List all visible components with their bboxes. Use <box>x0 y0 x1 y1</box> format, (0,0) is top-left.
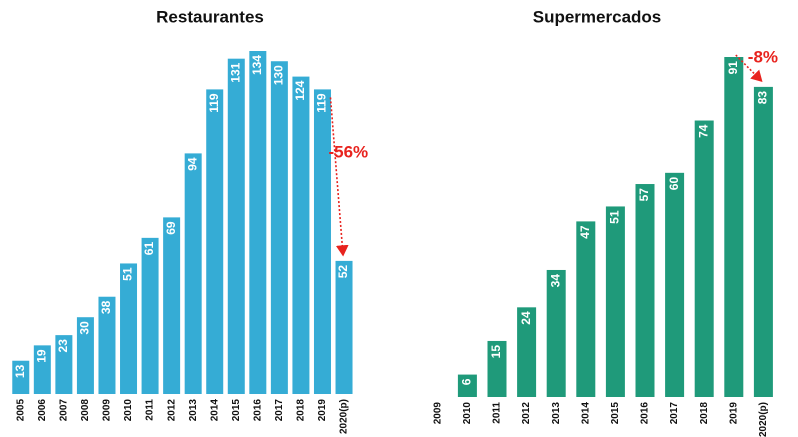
bar <box>249 51 267 394</box>
value-label: 51 <box>608 210 622 224</box>
value-label: 131 <box>228 62 242 82</box>
bar <box>227 58 245 394</box>
value-label: 15 <box>489 345 503 359</box>
value-label: 69 <box>164 221 178 235</box>
bar <box>457 374 477 397</box>
bar <box>163 217 181 394</box>
x-tick-label: 2019 <box>728 402 739 425</box>
value-label: 24 <box>519 311 533 325</box>
bar <box>184 153 202 394</box>
x-tick-label: 2010 <box>123 399 134 422</box>
bar <box>270 61 288 395</box>
value-label: 52 <box>336 265 350 279</box>
value-label: 30 <box>78 321 92 335</box>
x-tick-label: 2020(p) <box>758 402 769 437</box>
x-tick-label: 2016 <box>252 399 263 422</box>
bar <box>605 206 625 397</box>
x-tick-label: 2009 <box>102 399 113 422</box>
bar <box>576 221 596 397</box>
annotation: -56% <box>328 143 368 162</box>
annotation-arrow <box>329 97 349 257</box>
bar <box>517 307 537 397</box>
value-label: 34 <box>548 274 562 288</box>
bar <box>120 263 138 394</box>
bar <box>313 89 331 395</box>
value-label: 94 <box>185 157 199 171</box>
bar <box>206 89 224 395</box>
value-label: 83 <box>756 91 770 105</box>
value-label: 38 <box>99 300 113 314</box>
bar <box>546 269 566 397</box>
x-tick-label: 2012 <box>521 402 532 425</box>
value-label: 6 <box>460 378 474 385</box>
value-label: 23 <box>56 339 70 353</box>
x-tick-label: 2014 <box>209 399 220 422</box>
value-label: 60 <box>667 177 681 191</box>
bar <box>98 296 116 394</box>
x-tick-label: 2017 <box>274 399 285 422</box>
bar <box>12 360 30 394</box>
x-tick-label: 2019 <box>317 399 328 422</box>
bar <box>292 76 310 394</box>
bar <box>76 317 94 394</box>
x-tick-label: 2012 <box>166 399 177 422</box>
x-tick-label: 2015 <box>610 402 621 425</box>
value-label: 47 <box>578 225 592 239</box>
bar <box>335 260 353 394</box>
x-tick-label: 2017 <box>669 402 680 425</box>
x-tick-label: 2008 <box>80 399 91 422</box>
x-tick-label: 2018 <box>699 402 710 425</box>
value-label: 51 <box>121 267 135 281</box>
bar <box>33 345 51 394</box>
bar <box>487 340 507 397</box>
x-tick-label: 2006 <box>37 399 48 422</box>
value-label: 119 <box>315 93 329 113</box>
bar <box>694 120 714 398</box>
value-label: 74 <box>696 124 710 138</box>
chart-title: Restaurantes <box>156 7 264 26</box>
bar <box>753 86 773 397</box>
x-tick-label: 2020(p) <box>339 399 350 434</box>
x-tick-label: 2015 <box>231 399 242 422</box>
x-tick-label: 2011 <box>492 402 503 424</box>
x-tick-label: 2013 <box>551 402 562 425</box>
x-tick-label: 2016 <box>640 402 651 425</box>
value-label: 19 <box>34 349 48 363</box>
bar <box>141 237 159 394</box>
annotation: -8% <box>748 47 778 66</box>
x-tick-label: 2009 <box>432 402 443 425</box>
value-label: 119 <box>207 93 221 113</box>
value-label: 91 <box>726 61 740 75</box>
x-tick-label: 2007 <box>59 399 70 422</box>
value-label: 57 <box>637 188 651 202</box>
x-tick-label: 2010 <box>462 402 473 425</box>
bar <box>635 184 655 397</box>
value-label: 134 <box>250 55 264 75</box>
value-label: 124 <box>293 80 307 100</box>
x-tick-label: 2014 <box>580 402 591 425</box>
value-label: 13 <box>13 364 27 378</box>
bar <box>724 57 744 397</box>
x-tick-label: 2011 <box>145 399 156 421</box>
value-label: 130 <box>272 65 286 85</box>
chart-title: Supermercados <box>533 7 662 26</box>
x-tick-label: 2018 <box>296 399 307 422</box>
bar <box>55 335 73 394</box>
x-tick-label: 2005 <box>15 399 26 422</box>
value-label: 61 <box>142 242 156 256</box>
x-tick-label: 2013 <box>188 399 199 422</box>
bar <box>665 172 685 397</box>
